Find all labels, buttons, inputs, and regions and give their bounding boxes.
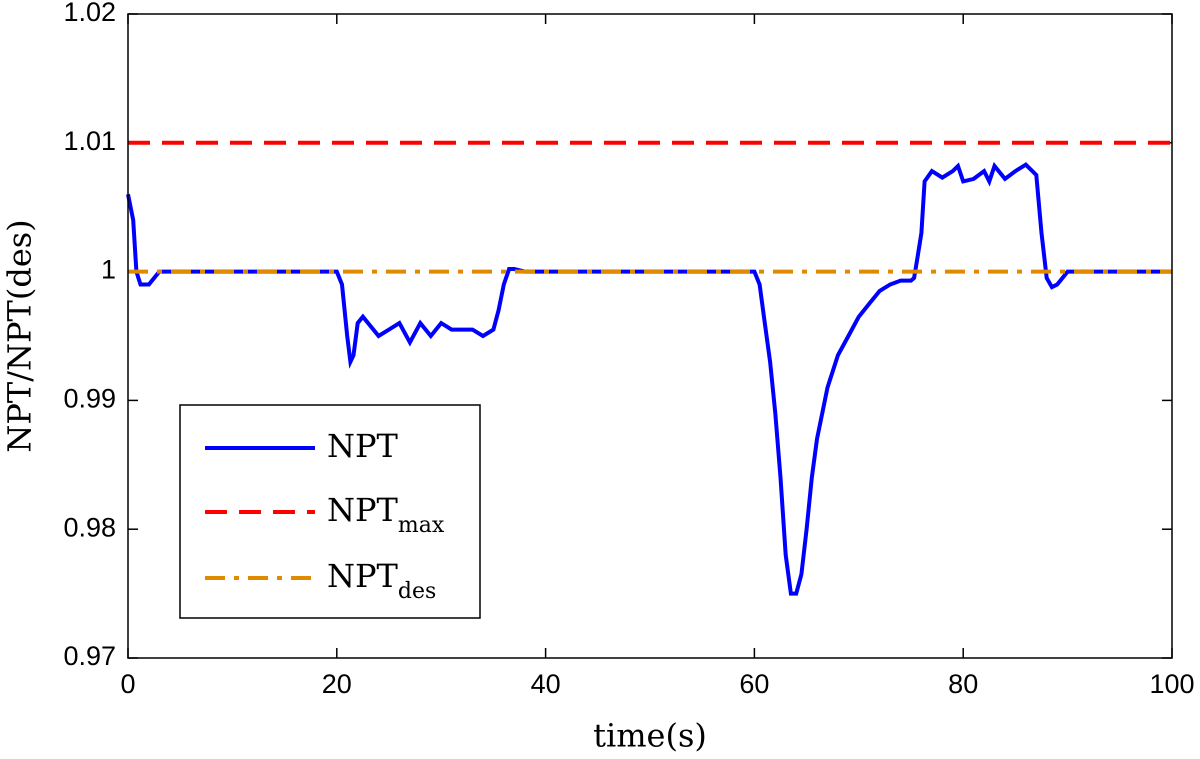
plot-frame <box>127 13 1173 659</box>
x-tick-label: 0 <box>120 669 135 699</box>
legend-label: NPTdes <box>327 557 436 605</box>
legend-subscript: des <box>398 579 436 604</box>
x-tick-label: 60 <box>739 669 769 699</box>
x-tick-label: 20 <box>322 669 352 699</box>
x-axis-label: time(s) <box>593 717 707 755</box>
y-tick-label: 1.02 <box>63 0 116 27</box>
legend-subscript: max <box>398 513 445 538</box>
y-axis-label: NPT/NPT(des) <box>1 219 39 452</box>
legend-name: NPT <box>327 491 399 529</box>
legend-label: NPT <box>327 427 399 465</box>
y-tick-label: 1 <box>101 255 116 285</box>
y-tick-label: 1.01 <box>63 126 116 156</box>
legend-name: NPT <box>327 427 399 465</box>
legend-box <box>179 404 481 619</box>
y-tick-label: 0.98 <box>63 512 116 542</box>
legend-name: NPT <box>327 557 399 595</box>
x-tick-label: 100 <box>1149 669 1194 699</box>
y-tick-label: 0.97 <box>63 641 116 671</box>
line-series <box>126 161 1172 596</box>
x-tick-label: 40 <box>531 669 561 699</box>
x-tick-label: 80 <box>948 669 978 699</box>
y-tick-label: 0.99 <box>63 384 116 414</box>
legend-label: NPTmax <box>327 491 445 539</box>
